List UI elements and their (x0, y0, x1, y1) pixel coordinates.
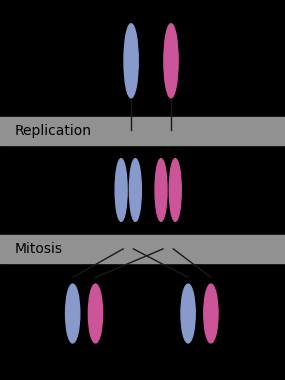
Ellipse shape (66, 284, 80, 343)
Ellipse shape (129, 159, 141, 221)
Ellipse shape (155, 159, 167, 221)
Ellipse shape (169, 159, 181, 221)
Ellipse shape (181, 284, 195, 343)
Bar (0, 235, 285, 263)
Ellipse shape (204, 284, 218, 343)
Ellipse shape (124, 24, 138, 98)
Ellipse shape (88, 284, 103, 343)
Ellipse shape (164, 24, 178, 98)
Text: Replication: Replication (14, 124, 91, 138)
Text: Mitosis: Mitosis (14, 242, 62, 256)
Bar (0, 117, 285, 145)
Ellipse shape (115, 159, 127, 221)
